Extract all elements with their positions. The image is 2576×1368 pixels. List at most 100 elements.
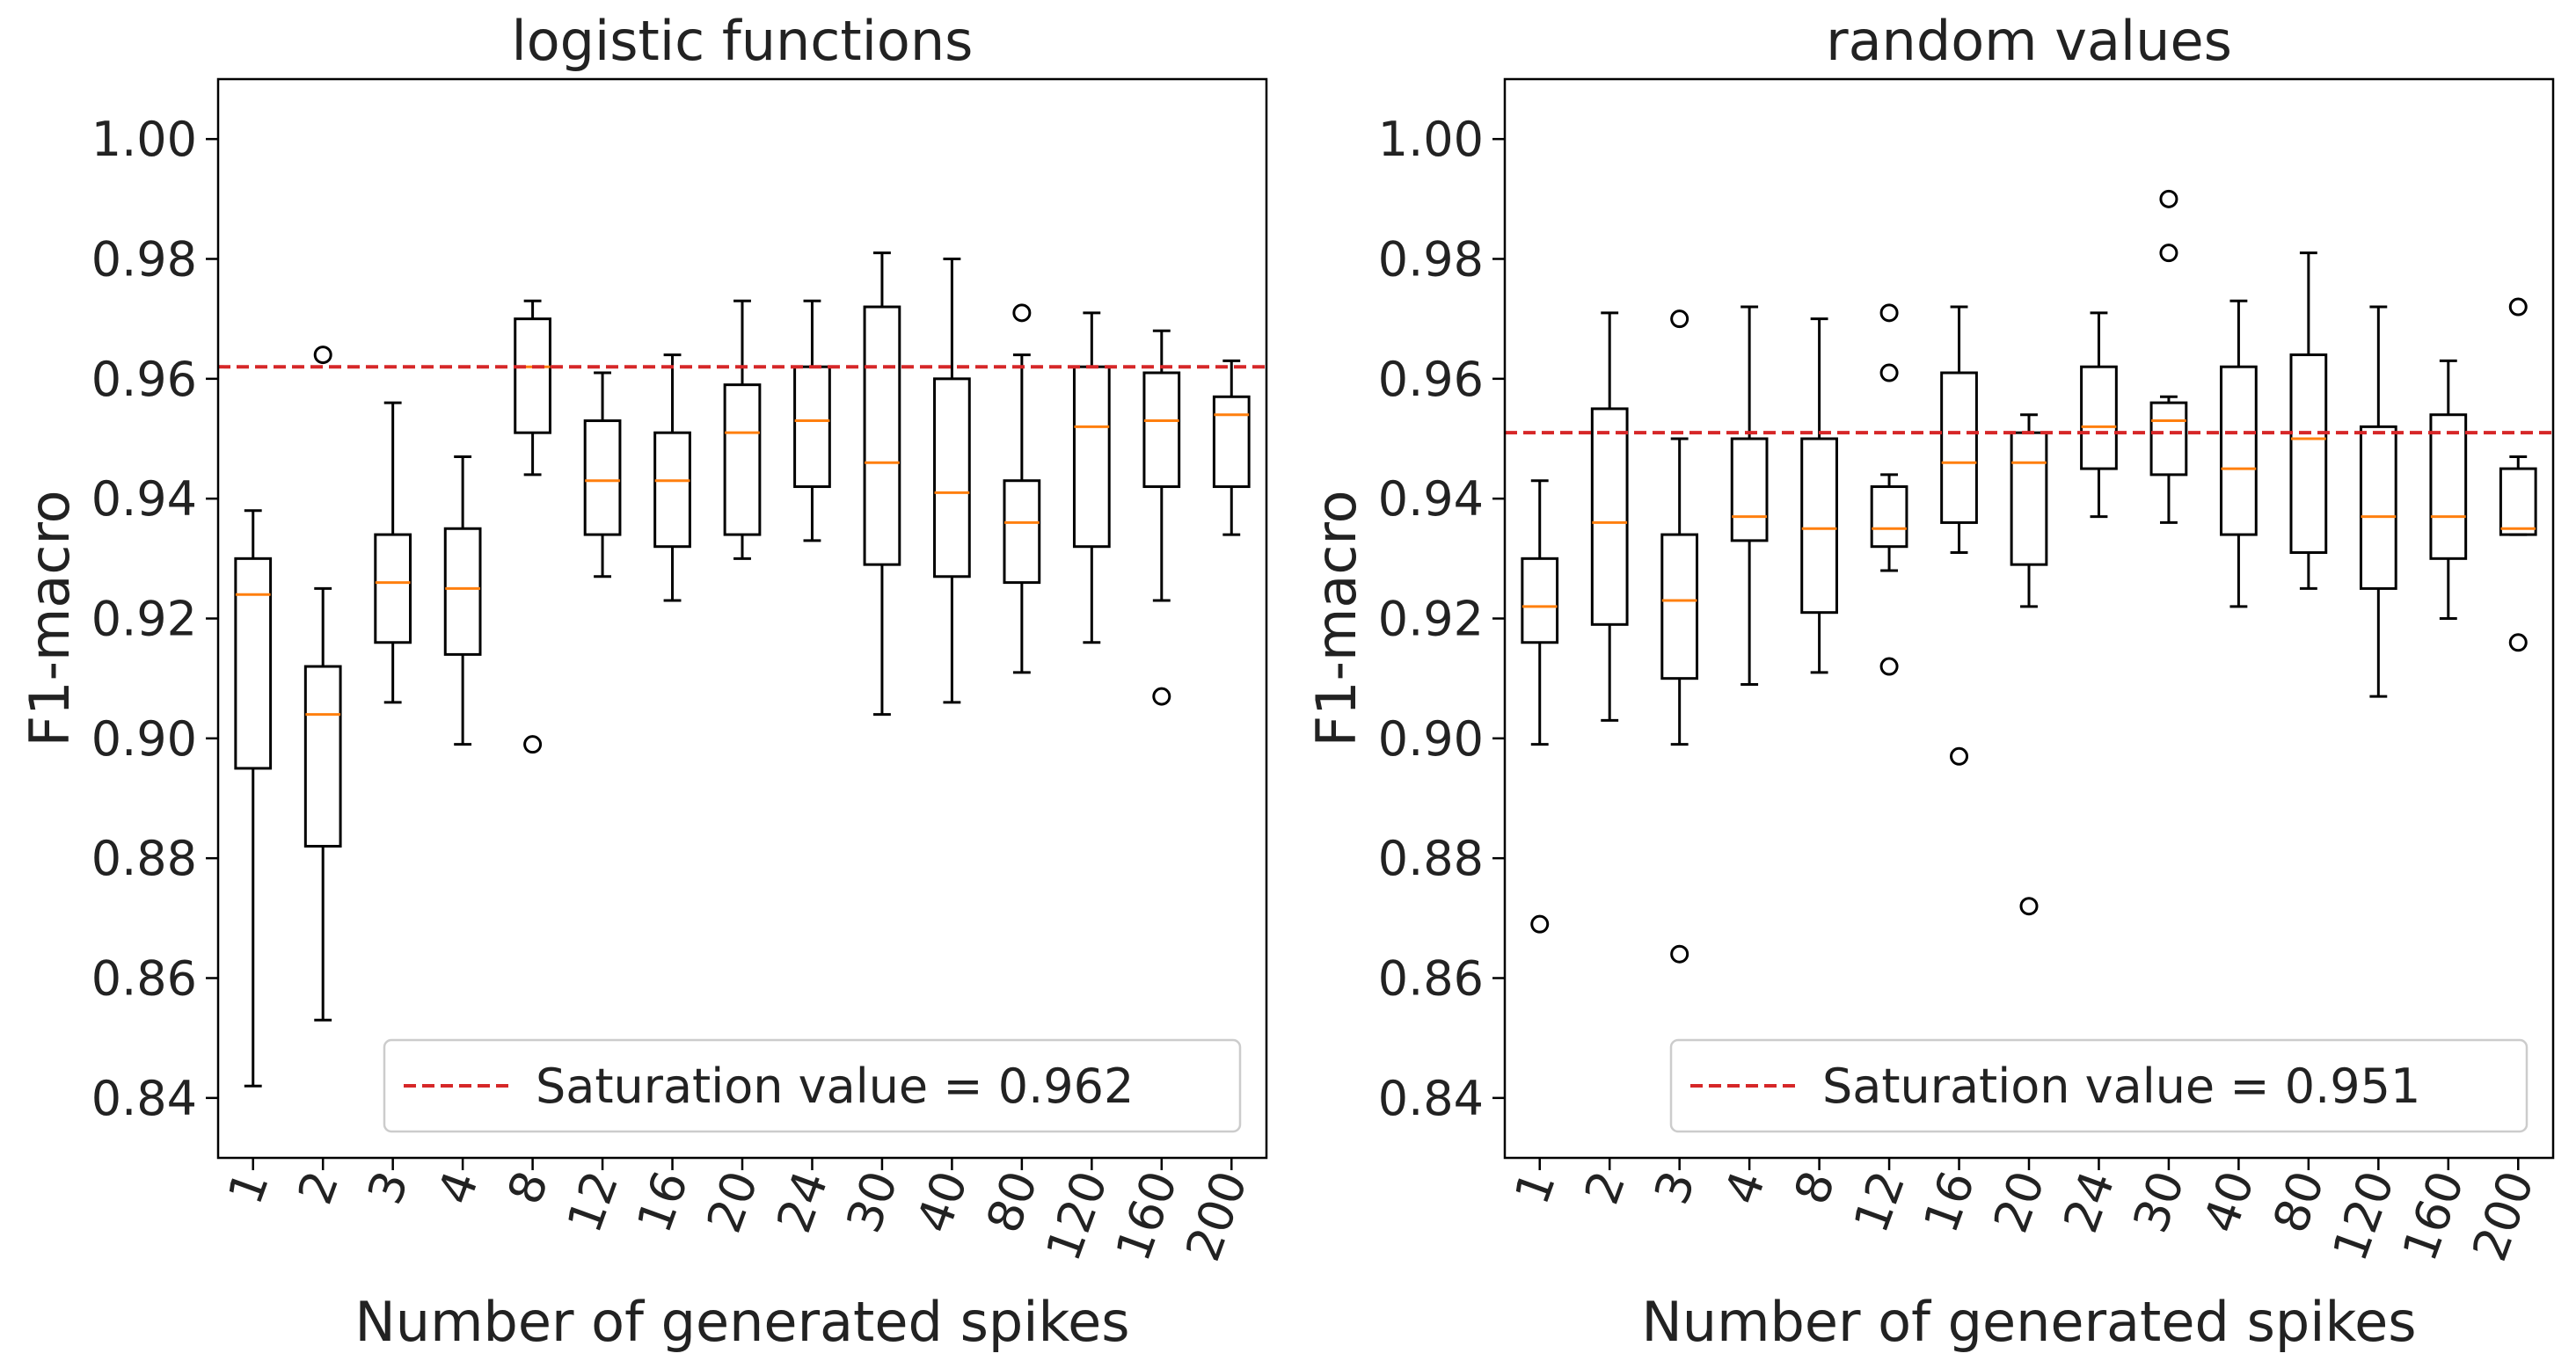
legend-frame [383,1038,1242,1133]
y-tick-label: 0.94 [1378,471,1484,527]
y-tick-label: 0.98 [91,232,197,287]
box [2080,365,2118,470]
x-tick-label: 30 [2122,1164,2195,1240]
y-tick-label: 0.94 [91,471,197,527]
x-tick-label: 1 [217,1164,280,1212]
box [1800,437,1838,615]
outlier [1879,363,1899,382]
x-tick-label: 2 [287,1164,349,1212]
outlier [1670,944,1689,964]
box [2499,467,2537,536]
box [583,419,622,536]
x-tick-label: 12 [557,1164,630,1240]
x-tick-label: 120 [2322,1164,2405,1268]
y-axis-label: F1-macro [1304,490,1368,746]
x-tick-label: 30 [836,1164,909,1240]
plot-frame [1503,77,2555,1160]
outlier [2019,897,2039,916]
y-tick-label: 0.84 [91,1071,197,1126]
y-tick-label: 0.88 [91,831,197,886]
y-tick-label: 0.92 [91,592,197,647]
y-tick-label: 0.90 [1378,711,1484,767]
y-tick-label: 0.92 [1378,592,1484,647]
x-tick-label: 24 [766,1164,839,1240]
plot: 0.840.860.880.900.920.940.960.981.001 2 3 4… [18,9,1268,1354]
legend-label: Saturation value = 0.962 [536,1059,1134,1114]
plot-frame [216,77,1268,1160]
outlier [1879,303,1899,323]
box [1940,371,1978,524]
x-tick-label: 40 [2193,1164,2266,1240]
box [863,305,901,566]
chart-title: random values [1826,9,2232,73]
x-tick-label: 24 [2053,1164,2126,1240]
box [514,317,551,434]
x-tick-label: 12 [1843,1164,1916,1240]
box [2359,425,2397,590]
box [234,557,273,770]
outlier [313,346,332,365]
box [1072,365,1111,549]
x-tick-label: 16 [1913,1164,1986,1240]
outlier [1879,657,1899,676]
box [793,365,831,489]
x-tick-label: 1 [1504,1164,1566,1212]
box [2220,365,2258,536]
y-tick-label: 0.96 [91,352,197,407]
box [374,533,412,644]
box [1003,479,1041,585]
x-tick-label: 3 [357,1164,420,1212]
y-tick-label: 1.00 [91,112,197,167]
outlier [1012,303,1032,323]
y-tick-label: 0.86 [91,951,197,1007]
outlier [523,735,543,754]
box [1660,533,1699,680]
outlier [2508,633,2528,652]
x-tick-label: 200 [1175,1164,1258,1268]
y-tick-label: 0.88 [1378,831,1484,886]
y-tick-label: 0.86 [1378,951,1484,1007]
x-tick-label: 20 [1983,1164,2056,1240]
x-tick-label: 200 [2462,1164,2544,1268]
box [303,665,342,848]
outlier [1950,746,1969,766]
x-tick-label: 20 [697,1164,770,1240]
x-tick-label: 160 [2392,1164,2475,1268]
outlier [2159,189,2178,208]
outlier [2159,244,2178,263]
box [443,527,482,656]
x-tick-label: 8 [497,1164,559,1212]
box [2289,353,2328,555]
legend-label: Saturation value = 0.951 [1822,1059,2420,1114]
box [723,383,762,536]
y-axis-label: F1-macro [18,490,82,746]
y-tick-label: 0.96 [1378,352,1484,407]
box [1521,557,1559,644]
box [2429,413,2468,560]
x-tick-label: 120 [1035,1164,1118,1268]
x-tick-label: 80 [975,1164,1048,1240]
box [1142,371,1181,489]
box [2149,401,2188,477]
y-tick-label: 0.90 [91,711,197,767]
x-tick-label: 16 [626,1164,699,1240]
box [1730,437,1769,542]
x-tick-label: 160 [1106,1164,1188,1268]
outlier [1152,687,1171,706]
x-axis-label: Number of generated spikes [1641,1290,2416,1354]
chart-title: logistic functions [512,9,974,73]
box [1212,395,1251,489]
x-tick-label: 4 [1713,1164,1776,1212]
y-tick-label: 0.98 [1378,232,1484,287]
plot: 0.840.860.880.900.920.940.960.981.001 2 3 4… [1304,9,2555,1354]
outlier [1670,309,1689,329]
x-tick-label: 3 [1644,1164,1706,1212]
box [2010,431,2048,566]
legend-frame [1669,1038,2529,1133]
outlier [1530,914,1550,934]
y-tick-label: 1.00 [1378,112,1484,167]
x-tick-label: 2 [1573,1164,1636,1212]
x-tick-label: 8 [1784,1164,1846,1212]
box [1870,485,1908,549]
